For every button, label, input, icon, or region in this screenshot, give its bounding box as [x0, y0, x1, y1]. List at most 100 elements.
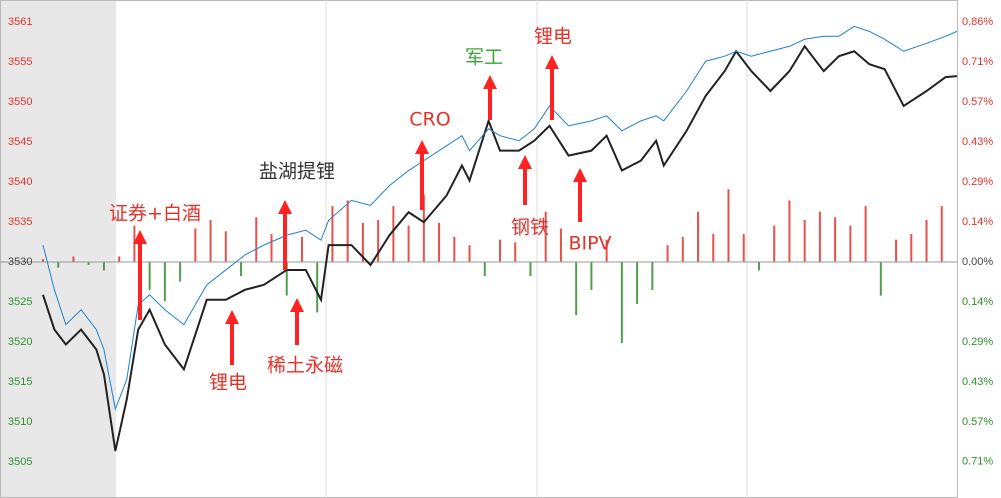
annotation: 锂电: [209, 372, 247, 394]
y2-tick-label: 0.43%: [962, 136, 993, 148]
bar: [940, 206, 943, 263]
y-tick-label: 3515: [8, 376, 32, 388]
annotation: 盐湖提锂: [259, 161, 335, 183]
price-line: [42, 25, 958, 411]
bar: [209, 220, 212, 263]
y-tick-label: 3525: [8, 296, 32, 308]
arrow: [545, 55, 559, 120]
y2-tick-label: 0.14%: [962, 216, 993, 228]
bar: [377, 220, 380, 263]
annotation: CRO: [409, 109, 450, 131]
y2-tick-label: 0.14%: [962, 296, 993, 308]
bar: [422, 194, 425, 263]
bar: [529, 262, 532, 276]
bar: [453, 236, 456, 263]
annotation: 钢铁: [511, 217, 549, 239]
bar: [712, 234, 715, 263]
bar: [270, 234, 273, 263]
bar: [392, 206, 395, 263]
arrow: [573, 168, 587, 222]
bar: [803, 220, 806, 263]
bar: [849, 225, 852, 263]
plot-frame: [0, 0, 958, 498]
bar: [697, 211, 700, 263]
bar: [681, 236, 684, 263]
bar: [879, 262, 882, 296]
bar: [72, 256, 75, 263]
bar: [194, 228, 197, 263]
bar: [605, 239, 608, 263]
y2-tick-label: 0.00%: [962, 256, 993, 268]
annotation: 证券+白酒: [109, 203, 201, 225]
y-tick-label: 3555: [8, 56, 32, 68]
bar: [575, 262, 578, 316]
bar: [559, 228, 562, 263]
bar: [864, 206, 867, 263]
annotation: 军工: [465, 47, 503, 69]
bar: [361, 222, 364, 263]
bar: [407, 225, 410, 263]
y2-tick-label: 0.86%: [962, 16, 993, 28]
bar: [468, 245, 471, 263]
bar: [742, 234, 745, 263]
y-tick-label: 3545: [8, 136, 32, 148]
bar: [499, 239, 501, 263]
bar: [895, 239, 898, 263]
bar: [818, 211, 821, 263]
bar: [179, 262, 182, 282]
shaded-period: [0, 0, 116, 498]
bar: [636, 262, 639, 304]
y2-tick-label: 0.57%: [962, 416, 993, 428]
y2-tick-label: 0.43%: [962, 376, 993, 388]
bar: [255, 217, 258, 263]
y-tick-label: 3540: [8, 176, 32, 188]
bar: [285, 262, 288, 296]
bar: [118, 256, 121, 263]
y2-tick-label: 0.57%: [962, 96, 993, 108]
annotation: BIPV: [568, 233, 611, 255]
y2-tick-label: 0.71%: [962, 56, 993, 68]
bar: [57, 262, 60, 268]
y-tick-label: 3505: [8, 456, 32, 468]
y-tick-label: 3535: [8, 216, 32, 228]
annotation: 锂电: [534, 26, 572, 48]
bar: [666, 245, 669, 263]
y2-tick-label: 0.29%: [962, 336, 993, 348]
y-tick-label: 3561: [8, 16, 32, 28]
y-tick-label: 3530: [8, 256, 32, 268]
bar: [727, 189, 730, 263]
bar: [224, 231, 227, 263]
bar: [316, 262, 319, 313]
arrow: [483, 75, 497, 120]
bar: [240, 262, 243, 276]
bar: [651, 262, 654, 290]
y-tick-label: 3520: [8, 336, 32, 348]
bar: [42, 259, 44, 263]
bar: [438, 222, 441, 263]
bar: [87, 262, 90, 265]
y-tick-label: 3550: [8, 96, 32, 108]
bar: [590, 262, 593, 290]
bar: [925, 220, 928, 263]
arrow: [225, 310, 239, 365]
bar: [102, 262, 105, 271]
bar: [148, 262, 151, 290]
bar: [544, 211, 547, 263]
bar: [483, 262, 486, 276]
annotation: 稀土永磁: [267, 355, 343, 377]
bar: [163, 262, 166, 302]
arrow: [415, 140, 429, 210]
bar: [346, 200, 349, 263]
bar: [620, 262, 623, 344]
y-tick-label: 3510: [8, 416, 32, 428]
price-line: [42, 44, 958, 452]
bar: [300, 236, 303, 263]
bar: [757, 262, 760, 271]
arrow: [133, 230, 147, 320]
bar: [834, 217, 837, 263]
arrow: [290, 298, 304, 345]
arrow: [518, 155, 532, 205]
bar: [788, 200, 791, 263]
